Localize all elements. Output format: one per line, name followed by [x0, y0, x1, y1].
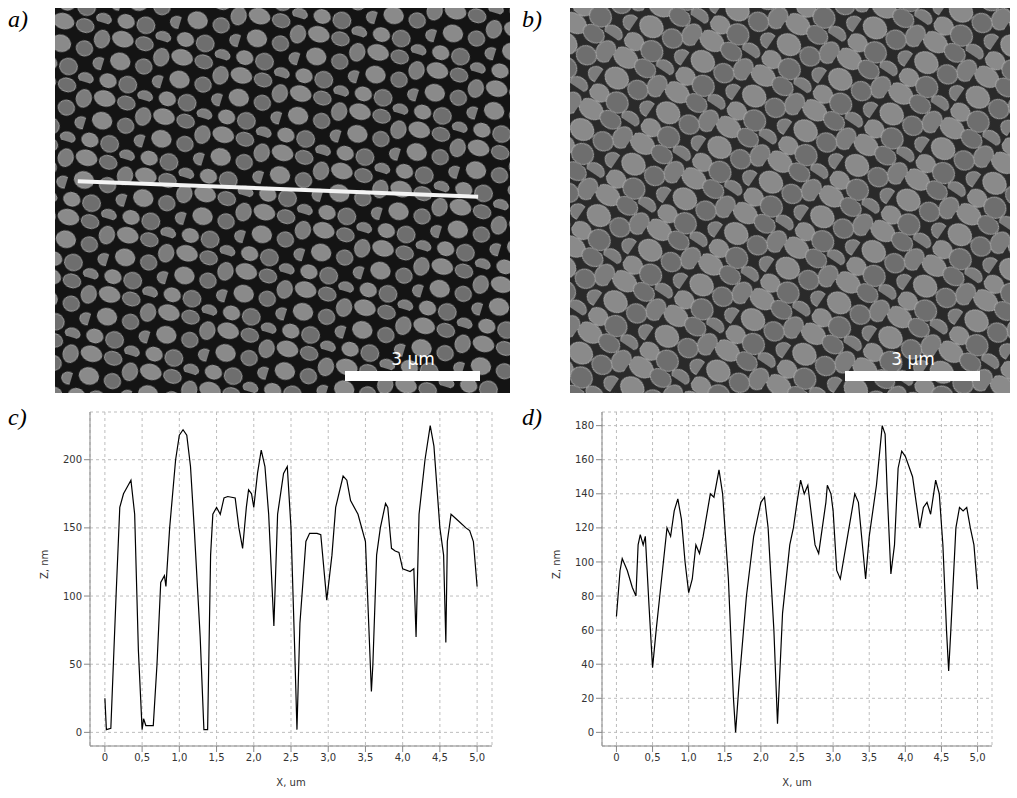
- svg-text:0: 0: [76, 727, 82, 738]
- svg-text:X, um: X, um: [782, 777, 811, 788]
- svg-text:180: 180: [575, 420, 594, 431]
- svg-text:120: 120: [575, 522, 594, 533]
- svg-text:80: 80: [581, 591, 594, 602]
- html-text:b): b): [522, 6, 542, 32]
- svg-text:1,0: 1,0: [681, 752, 697, 763]
- svg-text:20: 20: [581, 693, 594, 704]
- svg-text:2,0: 2,0: [246, 752, 262, 763]
- svg-text:160: 160: [575, 454, 594, 465]
- svg-text:Z, nm: Z, nm: [551, 550, 562, 579]
- svg-text:60: 60: [581, 625, 594, 636]
- svg-text:0,5: 0,5: [645, 752, 661, 763]
- svg-text:3,5: 3,5: [357, 752, 373, 763]
- html-text:a): a): [8, 6, 28, 32]
- svg-text:X, um: X, um: [276, 777, 305, 788]
- svg-text:0: 0: [102, 752, 108, 763]
- html-text:c): c): [8, 404, 27, 430]
- svg-text:40: 40: [581, 659, 594, 670]
- svg-text:50: 50: [69, 659, 82, 670]
- svg-text:4,5: 4,5: [432, 752, 448, 763]
- svg-text:5,0: 5,0: [469, 752, 485, 763]
- svg-text:4,5: 4,5: [933, 752, 949, 763]
- svg-text:100: 100: [575, 557, 594, 568]
- svg-text:0: 0: [613, 752, 619, 763]
- svg-text:140: 140: [575, 488, 594, 499]
- svg-text:0: 0: [588, 727, 594, 738]
- svg-text:2,5: 2,5: [283, 752, 299, 763]
- svg-text:Z, nm: Z, nm: [39, 550, 50, 579]
- svg-text:2,5: 2,5: [789, 752, 805, 763]
- svg-text:4,0: 4,0: [897, 752, 913, 763]
- html-text:d): d): [522, 404, 542, 430]
- svg-text:5,0: 5,0: [970, 752, 986, 763]
- svg-text:4,0: 4,0: [395, 752, 411, 763]
- svg-text:1,5: 1,5: [717, 752, 733, 763]
- svg-text:3,0: 3,0: [320, 752, 336, 763]
- svg-text:3 µm: 3 µm: [891, 349, 935, 369]
- svg-text:150: 150: [63, 522, 82, 533]
- svg-text:200: 200: [63, 454, 82, 465]
- svg-text:1,0: 1,0: [171, 752, 187, 763]
- svg-text:3 µm: 3 µm: [391, 349, 435, 369]
- svg-text:2,0: 2,0: [753, 752, 769, 763]
- svg-text:100: 100: [63, 591, 82, 602]
- svg-text:3,5: 3,5: [861, 752, 877, 763]
- svg-text:3,0: 3,0: [825, 752, 841, 763]
- svg-text:1,5: 1,5: [209, 752, 225, 763]
- svg-text:0,5: 0,5: [134, 752, 150, 763]
